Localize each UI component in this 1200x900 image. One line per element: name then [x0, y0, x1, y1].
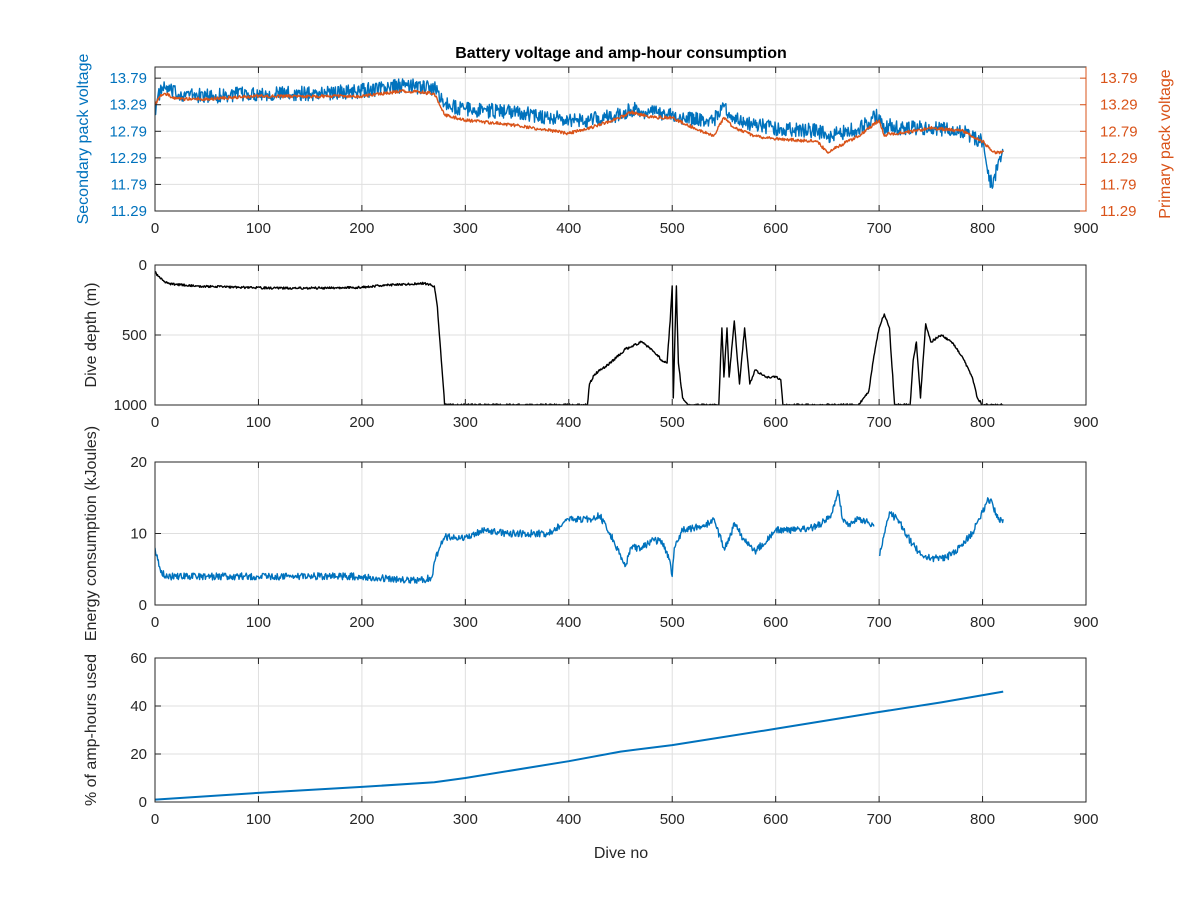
y-tick-label: 60 [130, 650, 147, 667]
x-tick-label: 400 [556, 811, 581, 828]
series-group [155, 271, 1004, 405]
y-tick-label: 500 [122, 327, 147, 344]
x-tick-label: 800 [970, 614, 995, 631]
y-tick-label: 40 [130, 698, 147, 715]
x-tick-label: 900 [1073, 614, 1098, 631]
x-tick-label: 500 [660, 414, 685, 431]
x-tick-label: 900 [1073, 811, 1098, 828]
x-tick-label: 800 [970, 414, 995, 431]
axes-layer: 0 100 200 300 400 500 600 700 800 90011.2911.7912… [75, 54, 1174, 828]
series-group [155, 690, 1004, 801]
x-tick-label: 0 [151, 614, 159, 631]
axes-frame [154, 657, 1087, 803]
x-tick-label: 200 [349, 811, 374, 828]
y-tick-label: 1000 [114, 397, 147, 414]
y-axis-label-right: Primary pack voltage [1157, 69, 1174, 218]
x-tick-label: 900 [1073, 414, 1098, 431]
series-group [155, 489, 1004, 584]
series-group [155, 78, 1004, 189]
x-tick-label: 300 [453, 220, 478, 237]
x-tick-label: 500 [660, 614, 685, 631]
series-line-2 [155, 89, 1004, 155]
axes-4: 0 100 200 300 400 500 600 700 800 900 0 20 40 60 % of … [83, 650, 1099, 828]
x-tick-label: 400 [556, 614, 581, 631]
y-tick-label: 12.79 [109, 123, 147, 140]
x-tick-label: 500 [660, 811, 685, 828]
y-tick-label-right: 13.29 [1100, 97, 1138, 114]
series-line-1 [155, 690, 1004, 801]
y-axis-label: Dive depth (m) [83, 283, 100, 388]
x-tick-label: 0 [151, 811, 159, 828]
x-tick-label: 600 [763, 811, 788, 828]
x-tick-label: 800 [970, 220, 995, 237]
x-tick-label: 100 [246, 614, 271, 631]
y-tick-label: 0 [139, 257, 147, 274]
y-axis-label: Secondary pack voltage [75, 54, 92, 225]
x-axis-label: Dive no [594, 845, 648, 862]
y-tick-label: 11.29 [111, 203, 147, 220]
x-tick-label: 400 [556, 220, 581, 237]
x-tick-label: 0 [151, 414, 159, 431]
series-line-1 [155, 271, 1004, 405]
y-tick-label: 10 [130, 526, 147, 543]
y-tick-label: 20 [130, 746, 147, 763]
x-tick-label: 300 [453, 614, 478, 631]
x-tick-label: 600 [763, 220, 788, 237]
y-tick-label-right: 12.29 [1100, 150, 1138, 167]
x-tick-label: 400 [556, 414, 581, 431]
x-tick-label: 0 [151, 220, 159, 237]
x-tick-label: 100 [246, 414, 271, 431]
x-tick-label: 100 [246, 220, 271, 237]
y-tick-label: 0 [139, 597, 147, 614]
series-line-1 [155, 489, 1004, 584]
x-tick-label: 900 [1073, 220, 1098, 237]
x-tick-label: 700 [867, 414, 892, 431]
x-tick-label: 700 [867, 811, 892, 828]
x-tick-label: 300 [453, 811, 478, 828]
x-tick-label: 600 [763, 614, 788, 631]
y-tick-label: 20 [130, 454, 147, 471]
x-tick-label: 700 [867, 220, 892, 237]
x-tick-label: 600 [763, 414, 788, 431]
chart-title: Battery voltage and amp-hour consumption [455, 45, 787, 62]
y-axis-label: % of amp-hours used [83, 654, 100, 806]
axes-1: 0 100 200 300 400 500 600 700 800 90011.2911.7912… [75, 54, 1174, 237]
series-line-1 [155, 78, 1004, 189]
y-tick-label-right: 12.79 [1100, 123, 1138, 140]
x-tick-label: 500 [660, 220, 685, 237]
axes-2: 0 100 200 300 400 500 600 700 800 900 0 500 1000 Dive… [83, 257, 1099, 431]
y-tick-label-right: 11.79 [1100, 176, 1136, 193]
y-tick-label: 11.79 [111, 176, 147, 193]
x-tick-label: 300 [453, 414, 478, 431]
x-tick-label: 800 [970, 811, 995, 828]
y-tick-label: 13.79 [109, 70, 147, 87]
x-tick-label: 200 [349, 414, 374, 431]
x-tick-label: 200 [349, 220, 374, 237]
x-tick-label: 200 [349, 614, 374, 631]
y-tick-label: 0 [139, 794, 147, 811]
y-tick-label-right: 11.29 [1100, 203, 1136, 220]
x-tick-label: 100 [246, 811, 271, 828]
y-tick-label: 13.29 [109, 97, 147, 114]
x-tick-label: 700 [867, 614, 892, 631]
axes-3: 0 100 200 300 400 500 600 700 800 900 0 10 20 Energy … [83, 426, 1099, 641]
y-tick-label: 12.29 [109, 150, 147, 167]
y-axis-label: Energy consumption (kJoules) [83, 426, 100, 641]
y-tick-label-right: 13.79 [1100, 70, 1138, 87]
